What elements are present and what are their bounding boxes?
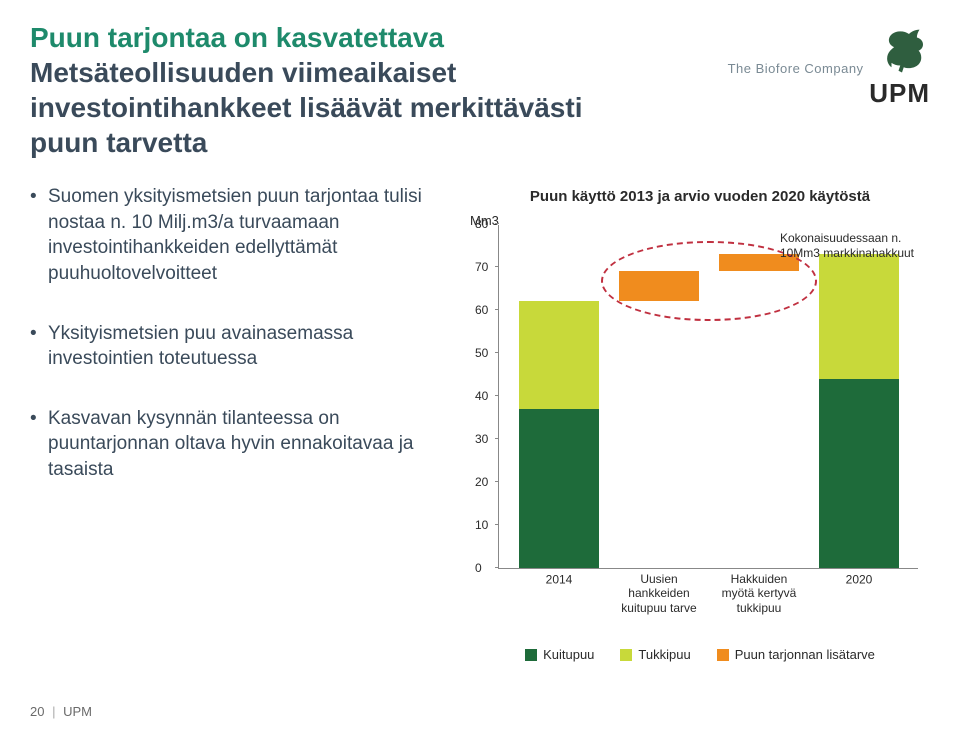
chart-title: Puun käyttö 2013 ja arvio vuoden 2020 kä… xyxy=(470,188,930,205)
legend-label: Tukkipuu xyxy=(638,647,690,662)
title-line-1: Puun tarjontaa on kasvatettava xyxy=(30,20,650,55)
legend-swatch xyxy=(525,649,537,661)
chart-annotation: Kokonaisuudessaan n.10Mm3 markkinahakkuu… xyxy=(780,231,914,261)
y-tick-label: 80 xyxy=(475,217,488,231)
bullet-item: Yksityismetsien puu avainasemassa invest… xyxy=(30,321,450,372)
bar-segment-tukkipuu xyxy=(819,254,899,379)
legend-label: Kuitupuu xyxy=(543,647,594,662)
y-tick-mark xyxy=(495,438,499,439)
y-tick-mark xyxy=(495,266,499,267)
x-category-label: 2020 xyxy=(809,572,909,586)
legend-swatch xyxy=(717,649,729,661)
bullet-item: Kasvavan kysynnän tilanteessa on puuntar… xyxy=(30,406,450,483)
slide: The Biofore Company UPM Puun tarjontaa o… xyxy=(0,0,960,737)
legend-item-kuitupuu: Kuitupuu xyxy=(525,647,594,662)
bar-segment-kuitupuu xyxy=(819,379,899,568)
brand-block: The Biofore Company UPM xyxy=(728,20,930,109)
x-category-label: 2014 xyxy=(509,572,609,586)
y-tick-label: 20 xyxy=(475,475,488,489)
y-tick-label: 40 xyxy=(475,389,488,403)
page-number: 20 xyxy=(30,704,44,719)
plot-area: 010203040506070802014Uusienhankkeidenkui… xyxy=(498,225,918,569)
y-tick-mark xyxy=(495,524,499,525)
y-tick-mark xyxy=(495,309,499,310)
y-tick-label: 70 xyxy=(475,260,488,274)
bar-segment-tukkipuu xyxy=(519,301,599,409)
legend-item-tukkipuu: Tukkipuu xyxy=(620,647,690,662)
brand-tagline: The Biofore Company xyxy=(728,61,864,76)
y-tick-label: 0 xyxy=(475,561,482,575)
legend-swatch xyxy=(620,649,632,661)
y-tick-mark xyxy=(495,567,499,568)
content-row: Suomen yksityismetsien puun tarjontaa tu… xyxy=(30,184,930,662)
y-tick-label: 60 xyxy=(475,303,488,317)
y-tick-mark xyxy=(495,352,499,353)
legend: Kuitupuu Tukkipuu Puun tarjonnan lisätarve xyxy=(470,647,930,662)
y-tick-label: 10 xyxy=(475,518,488,532)
griffin-icon xyxy=(874,20,930,76)
footer-company: UPM xyxy=(63,704,92,719)
chart-container: Puun käyttö 2013 ja arvio vuoden 2020 kä… xyxy=(470,184,930,662)
title-line-2: Metsäteollisuuden viimeaikaiset investoi… xyxy=(30,55,650,160)
y-tick-mark xyxy=(495,481,499,482)
bullet-item: Suomen yksityismetsien puun tarjontaa tu… xyxy=(30,184,450,287)
y-tick-label: 50 xyxy=(475,346,488,360)
page-title: Puun tarjontaa on kasvatettava Metsäteol… xyxy=(30,20,650,160)
y-tick-mark xyxy=(495,223,499,224)
bullet-list: Suomen yksityismetsien puun tarjontaa tu… xyxy=(30,184,450,662)
y-tick-label: 30 xyxy=(475,432,488,446)
legend-item-lisatarve: Puun tarjonnan lisätarve xyxy=(717,647,875,662)
legend-label: Puun tarjonnan lisätarve xyxy=(735,647,875,662)
brand-row: The Biofore Company xyxy=(728,20,930,76)
x-category-label: Hakkuidenmyötä kertyvätukkipuu xyxy=(709,572,809,615)
y-tick-mark xyxy=(495,395,499,396)
brand-name: UPM xyxy=(728,78,930,109)
chart: Mm3 010203040506070802014Uusienhankkeide… xyxy=(498,215,930,595)
bar-segment-kuitupuu xyxy=(519,409,599,568)
footer-separator: | xyxy=(52,704,55,719)
x-category-label: Uusienhankkeidenkuitupuu tarve xyxy=(609,572,709,615)
footer: 20 | UPM xyxy=(30,704,92,719)
